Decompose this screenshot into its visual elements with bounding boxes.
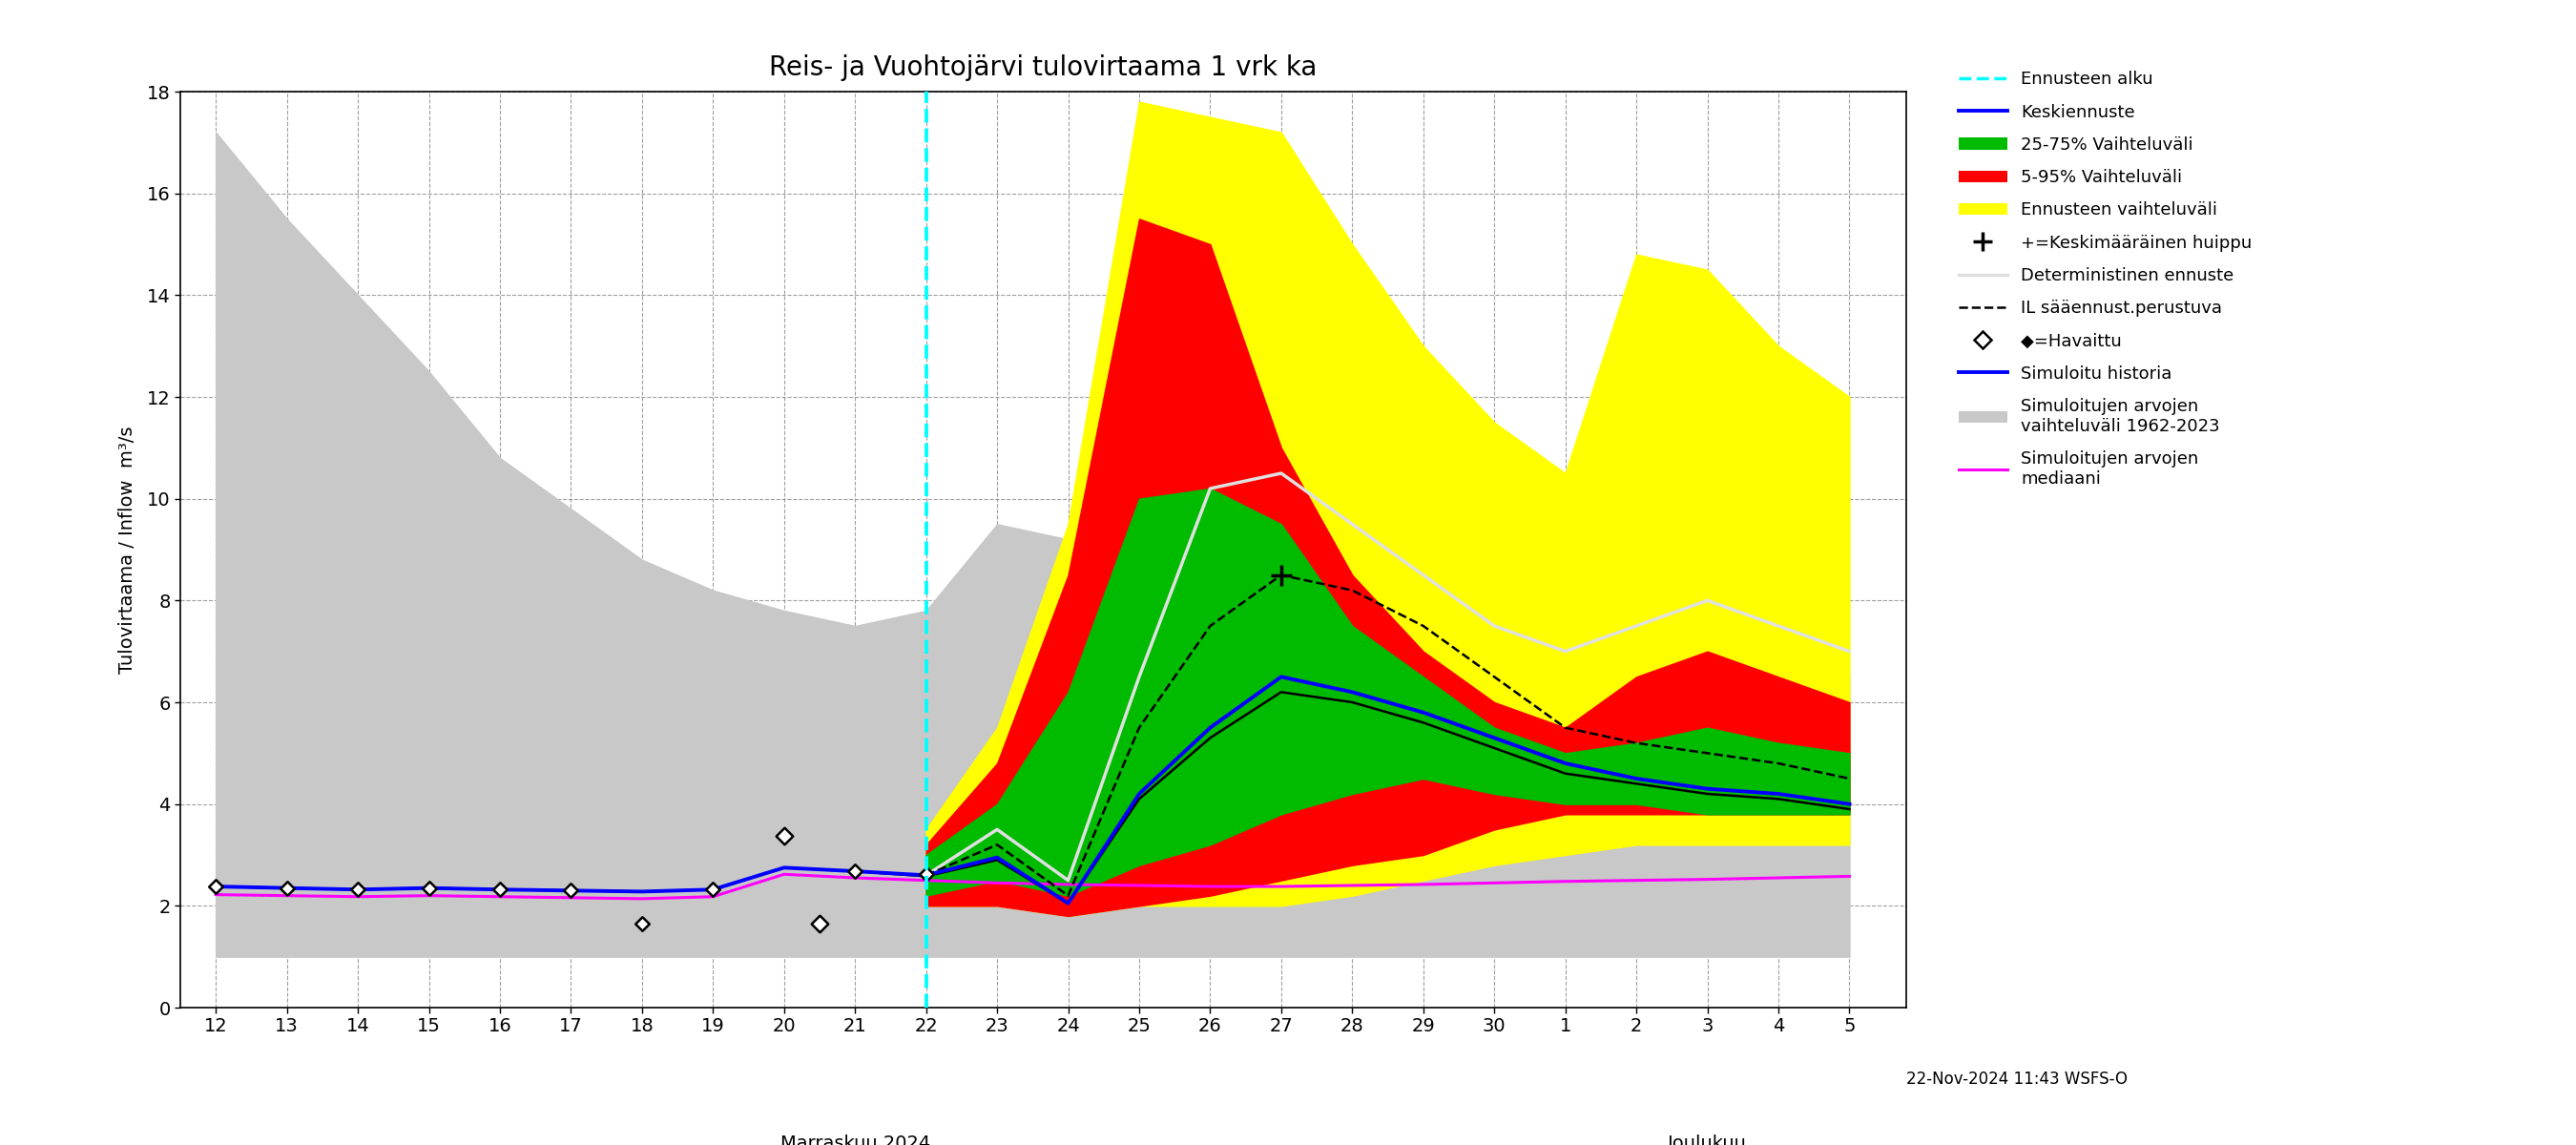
Title: Reis- ja Vuohtojärvi tulovirtaama 1 vrk ka: Reis- ja Vuohtojärvi tulovirtaama 1 vrk … bbox=[770, 55, 1316, 81]
Point bbox=[693, 881, 734, 899]
Point bbox=[479, 881, 520, 899]
Point bbox=[762, 827, 804, 845]
Text: Joulukuu
December: Joulukuu December bbox=[1659, 1135, 1757, 1145]
Point bbox=[265, 879, 307, 898]
Text: 22-Nov-2024 11:43 WSFS-O: 22-Nov-2024 11:43 WSFS-O bbox=[1906, 1071, 2128, 1088]
Point bbox=[410, 879, 451, 898]
Point bbox=[762, 827, 804, 845]
Point bbox=[196, 877, 237, 895]
Point bbox=[835, 862, 876, 881]
Point bbox=[337, 881, 379, 899]
Point bbox=[799, 915, 840, 933]
Point bbox=[621, 915, 662, 933]
Point bbox=[551, 882, 592, 900]
Text: Marraskuu 2024
November: Marraskuu 2024 November bbox=[781, 1135, 930, 1145]
Legend: Ennusteen alku, Keskiennuste, 25-75% Vaihteluväli, 5-95% Vaihteluväli, Ennusteen: Ennusteen alku, Keskiennuste, 25-75% Vai… bbox=[1953, 66, 2257, 492]
Y-axis label: Tulovirtaama / Inflow  m³/s: Tulovirtaama / Inflow m³/s bbox=[118, 426, 137, 673]
Point bbox=[907, 866, 948, 884]
